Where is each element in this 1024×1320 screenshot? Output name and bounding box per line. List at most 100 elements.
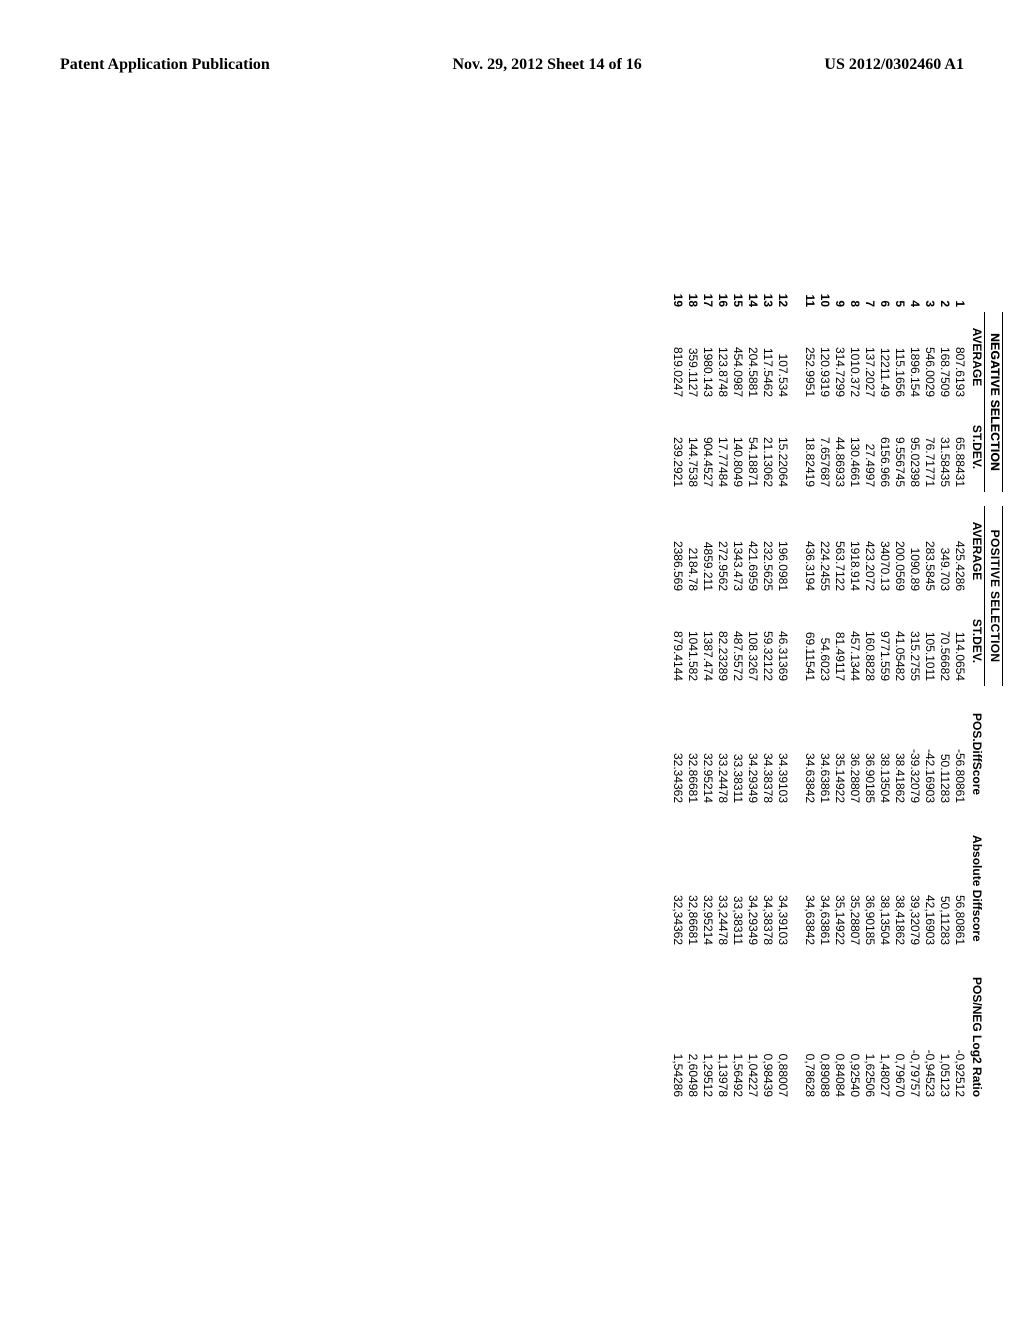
pos-diffscore-cell: 34.63842 (802, 708, 817, 808)
pos-stdev-cell: 108.3267 (745, 596, 760, 686)
neg-stdev-cell: 18.82419 (802, 402, 817, 492)
pos-average-cell: 563.7122 (832, 506, 847, 596)
posdiff-header: POS.DiffScore (967, 708, 985, 808)
log2-ratio-cell: 0,98439 (760, 972, 775, 1102)
row-index: 11 (802, 280, 817, 312)
table-row: 1807.619365.88431425.4286114.0654-56.808… (952, 280, 967, 1102)
table-row: 41896.15495.023981090.89315.2755-39.3207… (907, 280, 922, 1102)
neg-stdev-cell: 140.8049 (730, 402, 745, 492)
pos-stdev-cell: 82.23289 (715, 596, 730, 686)
header-center: Nov. 29, 2012 Sheet 14 of 16 (452, 56, 641, 74)
abs-diffscore-cell: 34,63842 (802, 830, 817, 950)
pos-average-cell: 4859.211 (700, 506, 715, 596)
row-index: 8 (847, 280, 862, 312)
neg-average-cell: 120.9319 (817, 312, 832, 402)
log2-ratio-cell: 0,78628 (802, 972, 817, 1102)
row-index: 4 (907, 280, 922, 312)
pos-stdev-header: ST.DEV. (967, 596, 985, 686)
row-index: 19 (670, 280, 685, 312)
table-row: 5115.16569.556745 200.056941.05482 38.4186… (892, 280, 907, 1102)
abs-diffscore-cell: 34,29349 (745, 830, 760, 950)
neg-avg-header: AVERAGE (967, 312, 985, 402)
neg-stdev-cell: 239.2921 (670, 402, 685, 492)
pos-diffscore-cell: 36.28807 (847, 708, 862, 808)
log2-ratio-cell: 0,89088 (817, 972, 832, 1102)
row-index: 3 (922, 280, 937, 312)
abs-diffscore-cell: 38,41862 (892, 830, 907, 950)
pos-diffscore-cell: 32.86681 (685, 708, 700, 808)
pos-average-cell: 421.6959 (745, 506, 760, 596)
pos-diffscore-cell: 38.13504 (877, 708, 892, 808)
row-index: 6 (877, 280, 892, 312)
log2-ratio-cell: 0,88007 (775, 972, 790, 1102)
neg-average-cell: 107.534 (775, 312, 790, 402)
abs-diffscore-cell: 32,34362 (670, 830, 685, 950)
pos-stdev-cell: 1387.474 (700, 596, 715, 686)
table-row: 3546.002976.71771283.5845105.1011-42.169… (922, 280, 937, 1102)
pos-diffscore-cell: 38.41862 (892, 708, 907, 808)
neg-average-cell: 115.1656 (892, 312, 907, 402)
row-index: 1 (952, 280, 967, 312)
row-index: 13 (760, 280, 775, 312)
table-row: 9314.729944.86933563.712281.4911735.1492… (832, 280, 847, 1102)
abs-diffscore-cell: 35,28807 (847, 830, 862, 950)
header-left: Patent Application Publication (60, 56, 270, 74)
table-row: 7137.202727.4997423.2072160.882836.90185… (862, 280, 877, 1102)
pos-diffscore-cell: 33.38311 (730, 708, 745, 808)
log2-ratio-cell: 0,92540 (847, 972, 862, 1102)
abs-diffscore-cell: 39,32079 (907, 830, 922, 950)
table-row: 81010.372130.46611918.914457.134436.2880… (847, 280, 862, 1102)
pos-average-cell: 2386.569 (670, 506, 685, 596)
row-index: 18 (685, 280, 700, 312)
abs-diffscore-cell: 50,11283 (937, 830, 952, 950)
row-index: 5 (892, 280, 907, 312)
abs-diffscore-cell: 38,13504 (877, 830, 892, 950)
neg-average-cell: 1980.143 (700, 312, 715, 402)
neg-average-cell: 819.0247 (670, 312, 685, 402)
log2-ratio-cell: 1,56492 (730, 972, 745, 1102)
neg-stdev-cell: 904.4527 (700, 402, 715, 492)
neg-stdev-cell: 15.22064 (775, 402, 790, 492)
pos-stdev-cell: 879.4144 (670, 596, 685, 686)
pos-average-cell: 224.2455 (817, 506, 832, 596)
neg-average-cell: 252.9951 (802, 312, 817, 402)
pos-stdev-cell: 41.05482 (892, 596, 907, 686)
neg-average-cell: 314.7299 (832, 312, 847, 402)
pos-diffscore-cell: -56.80861 (952, 708, 967, 808)
row-index: 10 (817, 280, 832, 312)
abs-diffscore-cell: 36,90185 (862, 830, 877, 950)
pos-average-cell: 425.4286 (952, 506, 967, 596)
pos-stdev-cell: 315.2755 (907, 596, 922, 686)
neg-average-cell: 117.5462 (760, 312, 775, 402)
neg-stdev-header: ST.DEV. (967, 402, 985, 492)
table-row: 612211.496156.96634070.139771.55938.1350… (877, 280, 892, 1102)
log2-ratio-cell: 1,13978 (715, 972, 730, 1102)
abs-diffscore-cell: 32,86681 (685, 830, 700, 950)
neg-average-cell: 546.0029 (922, 312, 937, 402)
neg-average-cell: 807.6193 (952, 312, 967, 402)
neg-stdev-cell: 54.18871 (745, 402, 760, 492)
table-block-2: 12107.53415.22064196.098146.3136934.3910… (670, 280, 790, 1102)
table-row: 171980.143904.45274859.2111387.47432.952… (700, 280, 715, 1102)
pos-stdev-cell: 46.31369 (775, 596, 790, 686)
pos-average-cell: 200.0569 (892, 506, 907, 596)
neg-stdev-cell: 76.71771 (922, 402, 937, 492)
pos-average-cell: 1090.89 (907, 506, 922, 596)
pos-average-cell: 1918.914 (847, 506, 862, 596)
pos-diffscore-cell: 32.34362 (670, 708, 685, 808)
abs-diffscore-cell: 32,95214 (700, 830, 715, 950)
neg-stdev-cell: 95.02398 (907, 402, 922, 492)
pos-diffscore-cell: 35.14922 (832, 708, 847, 808)
table-row: 16123.874817.77484272.956282.2328933.244… (715, 280, 730, 1102)
pos-average-cell: 436.3194 (802, 506, 817, 596)
pos-diffscore-cell: 50.11283 (937, 708, 952, 808)
neg-stdev-cell: 17.77484 (715, 402, 730, 492)
pos-diffscore-cell: 34.63861 (817, 708, 832, 808)
neg-stdev-cell: 9.556745 (892, 402, 907, 492)
neg-average-cell: 1010.372 (847, 312, 862, 402)
pos-stdev-cell: 1041.582 (685, 596, 700, 686)
log2-ratio-cell: 0,84084 (832, 972, 847, 1102)
row-index: 16 (715, 280, 730, 312)
pos-average-cell: 423.2072 (862, 506, 877, 596)
pos-stdev-cell: 70.56682 (937, 596, 952, 686)
